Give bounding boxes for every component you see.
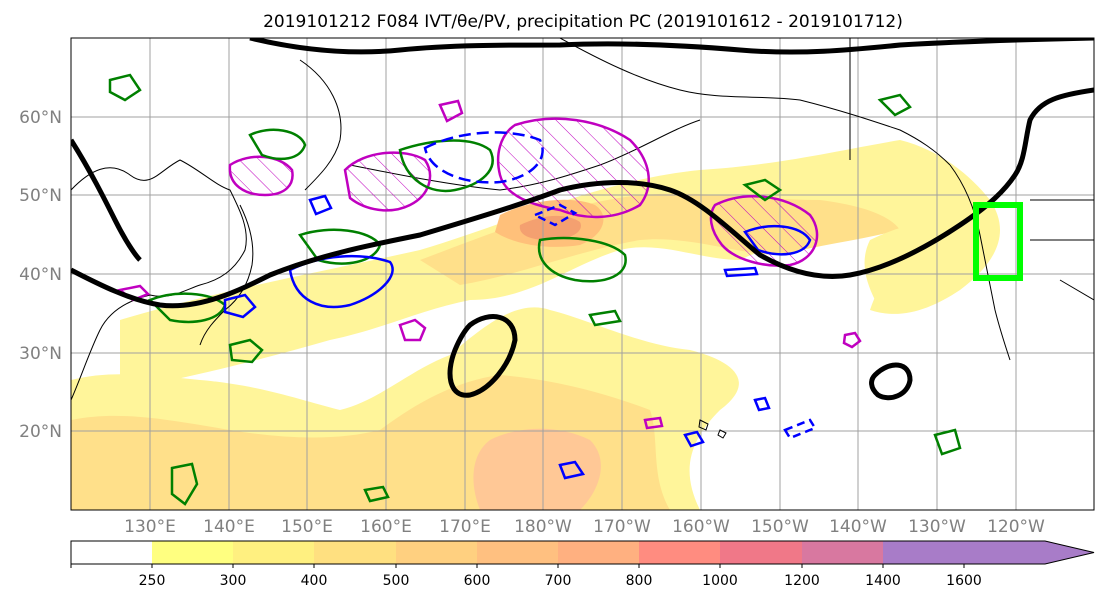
asia-coast <box>71 159 247 401</box>
na-borders <box>849 38 1094 301</box>
colorbar-tick-700: 700 <box>545 573 572 589</box>
lon-label-160e: 160°E <box>360 517 412 537</box>
alaska <box>559 38 951 166</box>
colorbar-tick-1600: 1600 <box>946 573 982 589</box>
colorbar-seg-6 <box>558 541 639 564</box>
colorbar-tick-600: 600 <box>464 573 491 589</box>
lon-label-150e: 150°E <box>281 517 333 537</box>
colorbar-seg-2 <box>233 541 314 564</box>
map-border <box>70 37 1095 511</box>
colorbar-tick-1000: 1000 <box>702 573 738 589</box>
colorbar-tick-1200: 1200 <box>784 573 820 589</box>
lon-label-180w: 180°W <box>514 517 572 537</box>
colorbar-seg-0 <box>71 541 152 564</box>
colorbar-seg-5 <box>477 541 558 564</box>
lon-label-170w: 170°W <box>593 517 651 537</box>
colorbar-seg-9 <box>802 541 883 564</box>
lat-label-40: 40°N <box>19 265 62 285</box>
green-contour-3 <box>537 236 627 283</box>
theta-e-loop-2 <box>869 362 913 401</box>
colorbar-extend-arrow <box>964 541 1094 564</box>
pv-region-3 <box>228 155 294 197</box>
ivt-shading <box>71 140 1000 510</box>
pv-regions <box>117 99 862 430</box>
colorbar-seg-4 <box>396 541 477 564</box>
pv-region-1 <box>496 117 650 219</box>
colorbar-ticks <box>70 564 965 568</box>
latitude-labels: 60°N 50°N 40°N 30°N 20°N <box>19 108 62 442</box>
blue-contour-1 <box>288 254 394 309</box>
theta-e-loop-1 <box>447 314 518 398</box>
lon-label-150w: 150°W <box>751 517 809 537</box>
target-region-box <box>973 202 1023 281</box>
lon-label-140w: 140°W <box>829 517 887 537</box>
colorbar-seg-7 <box>639 541 720 564</box>
na-west-coast <box>949 164 1011 361</box>
japan <box>199 204 254 346</box>
colorbar: 250 300 400 500 600 700 800 1000 1200 14… <box>70 540 1095 589</box>
kamchatka <box>299 59 342 191</box>
lat-label-30: 30°N <box>19 344 62 364</box>
lat-label-50: 50°N <box>19 186 62 206</box>
green-contour-5 <box>108 73 962 506</box>
theta-e-north <box>249 38 1094 55</box>
colorbar-tick-250: 250 <box>139 573 166 589</box>
colorbar-tick-500: 500 <box>383 573 410 589</box>
longitude-labels: 130°E 140°E 150°E 160°E 170°E 180°W 170°… <box>124 517 1045 537</box>
blue-contour-2 <box>423 131 544 184</box>
green-contour-1 <box>398 139 494 193</box>
blue-contour-5 <box>531 203 817 440</box>
lon-label-130w: 130°W <box>908 517 966 537</box>
lat-label-20: 20°N <box>19 422 62 442</box>
colorbar-tick-1400: 1400 <box>865 573 901 589</box>
colorbar-outline <box>70 540 1095 565</box>
lon-label-130e: 130°E <box>124 517 176 537</box>
theta-e-main <box>71 87 1094 309</box>
coastlines <box>71 38 1094 439</box>
colorbar-tick-400: 400 <box>301 573 328 589</box>
colorbar-seg-10 <box>883 541 964 564</box>
theta-e-west <box>71 138 142 262</box>
shade-south-core <box>473 428 601 510</box>
lon-label-170e: 170°E <box>439 517 491 537</box>
blue-contour-4 <box>223 194 771 480</box>
graticule <box>71 38 1094 510</box>
pv-region-2 <box>343 151 432 212</box>
colorbar-seg-3 <box>314 541 396 564</box>
colorbar-tick-800: 800 <box>626 573 653 589</box>
pv-region-4 <box>709 195 819 267</box>
lon-label-140e: 140°E <box>203 517 255 537</box>
map-title: 2019101212 F084 IVT/θe/PV, precipitation… <box>263 12 903 32</box>
colorbar-seg-8 <box>720 541 802 564</box>
lon-label-120w: 120°W <box>987 517 1045 537</box>
hawaii <box>698 419 727 439</box>
colorbar-tick-300: 300 <box>220 573 247 589</box>
pv-region-5 <box>117 99 862 430</box>
lon-label-160w: 160°W <box>672 517 730 537</box>
colorbar-seg-1 <box>152 541 233 564</box>
theta-e-contours <box>71 38 1094 401</box>
shade-core-180b <box>519 215 581 240</box>
shade-east <box>864 220 968 309</box>
lat-label-60: 60°N <box>19 108 62 128</box>
ivt-blue-contours <box>223 131 817 480</box>
blue-contour-3 <box>743 225 812 256</box>
map-panel <box>71 38 1094 510</box>
green-contour-2 <box>248 128 307 161</box>
